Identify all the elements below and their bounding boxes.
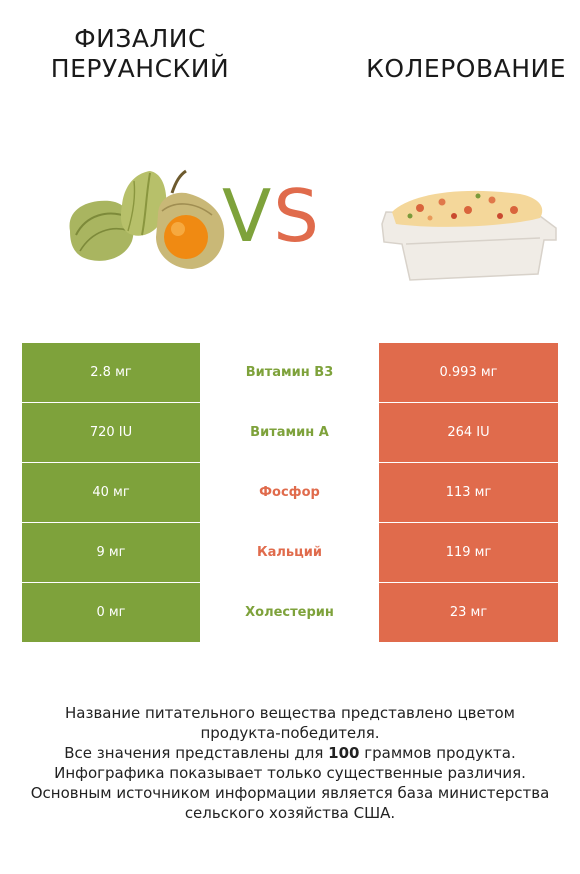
nutrient-name-cell: Кальций <box>200 522 379 583</box>
footer-line-3c: граммов продукта. <box>359 744 516 762</box>
vs-label: VS <box>222 166 321 266</box>
footer-line-1: Название питательного вещества представл… <box>65 704 515 722</box>
right-value-cell: 113 мг <box>379 462 558 523</box>
right-value-cell: 0.993 мг <box>379 343 558 403</box>
footer-line-3a: Все значения представлены для <box>64 744 329 762</box>
comparison-row: 9 мг Кальций 119 мг <box>22 522 558 583</box>
comparison-row: 40 мг Фосфор 113 мг <box>22 462 558 523</box>
left-value-cell: 720 IU <box>22 402 200 463</box>
footer-line-4: Инфографика показывает только существенн… <box>54 764 526 782</box>
right-value-cell: 23 мг <box>379 582 558 643</box>
left-value-cell: 9 мг <box>22 522 200 583</box>
left-product-title: Физалис перуанский <box>50 24 230 83</box>
nutrient-name-cell: Витамин B3 <box>200 343 379 403</box>
physalis-image <box>69 169 225 269</box>
left-value-cell: 2.8 мг <box>22 343 200 403</box>
footer-line-3-amount: 100 <box>328 744 360 762</box>
right-value-cell: 264 IU <box>379 402 558 463</box>
comparison-row: 2.8 мг Витамин B3 0.993 мг <box>22 343 558 403</box>
footer-notes: Название питательного вещества представл… <box>0 703 580 823</box>
left-value-cell: 0 мг <box>22 582 200 643</box>
footer-line-3: Все значения представлены для 100 граммо… <box>0 743 580 763</box>
comparison-row: 720 IU Витамин A 264 IU <box>22 402 558 463</box>
left-value-cell: 40 мг <box>22 462 200 523</box>
vs-v-letter: V <box>222 174 274 258</box>
footer-line-6: сельского хозяйства США. <box>184 804 396 822</box>
casserole-image <box>381 190 557 281</box>
nutrient-name-cell: Витамин A <box>200 402 379 463</box>
nutrient-name-cell: Холестерин <box>200 582 379 643</box>
comparison-row: 0 мг Холестерин 23 мг <box>22 582 558 643</box>
nutrient-name-cell: Фосфор <box>200 462 379 523</box>
vs-s-letter: S <box>273 174 321 258</box>
footer-line-2: продукта-победителя. <box>200 724 380 742</box>
right-product-title: Колерование <box>366 54 566 83</box>
right-value-cell: 119 мг <box>379 522 558 583</box>
footer-line-5: Основным источником информации является … <box>30 784 550 802</box>
